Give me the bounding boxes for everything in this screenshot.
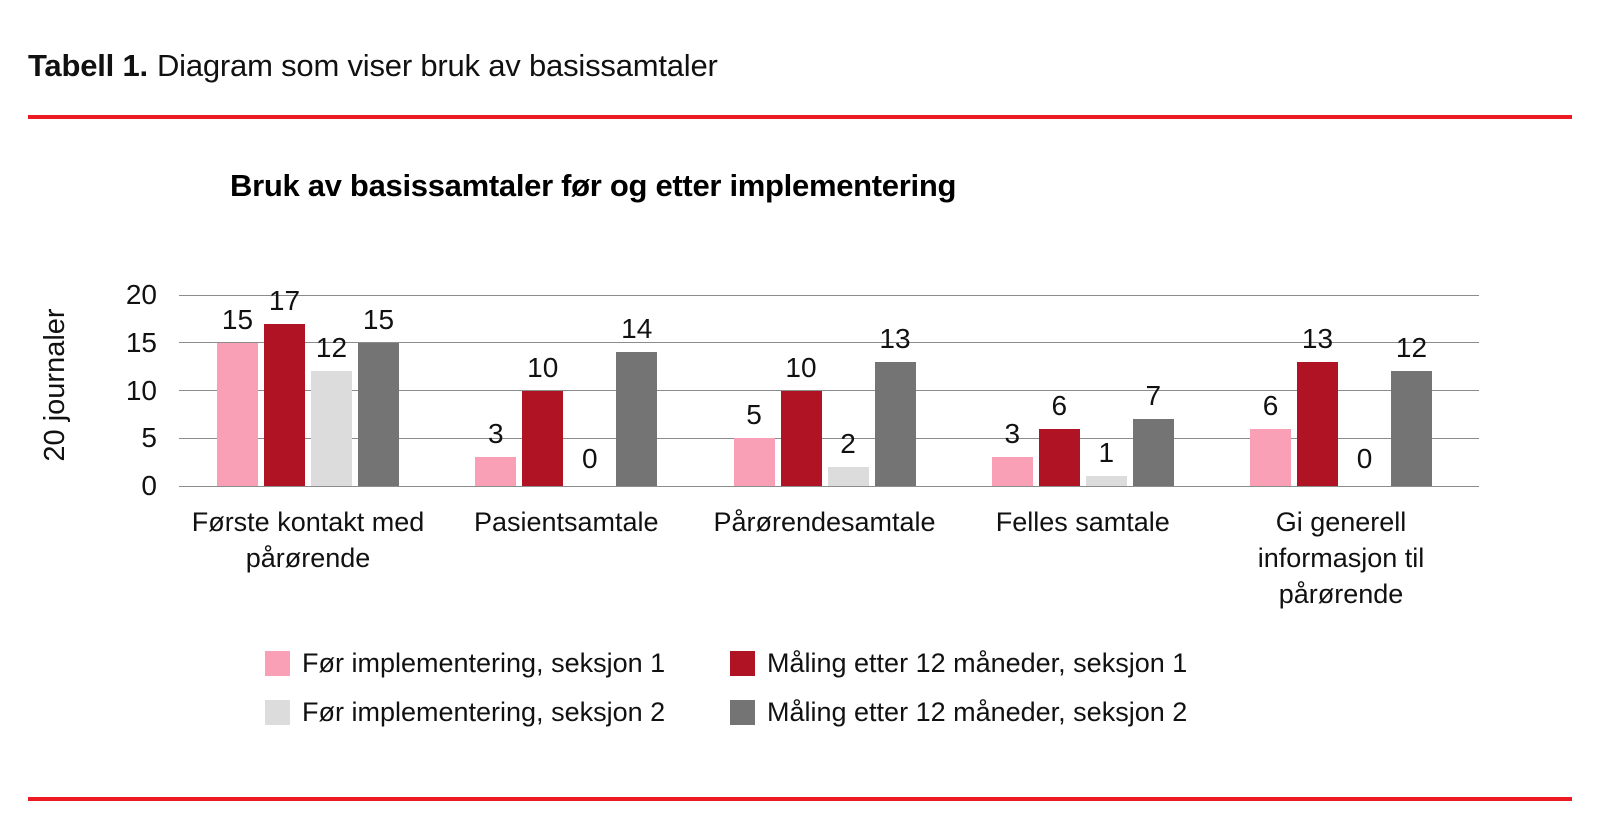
bar-value-label: 10 bbox=[527, 351, 559, 383]
bar bbox=[358, 342, 399, 486]
category-label-line: informasjon til bbox=[1257, 543, 1425, 573]
bar bbox=[264, 323, 305, 486]
category-label-line: Pårørendesamtale bbox=[713, 507, 936, 537]
gridline bbox=[179, 342, 1479, 344]
bar-value-label: 12 bbox=[1395, 332, 1428, 364]
bar-value-label: 5 bbox=[746, 399, 762, 431]
bar bbox=[1132, 419, 1174, 486]
bar-value-label: 13 bbox=[1301, 322, 1334, 354]
legend-swatch bbox=[730, 700, 755, 725]
bar-value-label: 15 bbox=[362, 303, 395, 335]
legend-swatch bbox=[265, 700, 290, 725]
gridline bbox=[179, 485, 1479, 487]
category-label: Felles samtale bbox=[933, 504, 1233, 540]
bar bbox=[522, 390, 564, 486]
bar bbox=[475, 457, 517, 486]
y-tick-label: 15 bbox=[125, 326, 157, 358]
category-label: Pårørendesamtale bbox=[675, 504, 975, 540]
bar bbox=[827, 466, 869, 486]
bar bbox=[311, 371, 352, 486]
legend: Før implementering, seksjon 1 Måling ette… bbox=[265, 648, 1188, 727]
category-label-line: pårørende bbox=[1278, 579, 1404, 609]
chart-title: Bruk av basissamtaler før og etter imple… bbox=[230, 168, 957, 203]
gridline bbox=[179, 294, 1479, 296]
category-label-line: Pasientsamtale bbox=[473, 507, 659, 537]
bar-group: 3 10 0 14 bbox=[475, 295, 658, 486]
bar-value-label: 6 bbox=[1051, 389, 1068, 421]
bar bbox=[1297, 361, 1338, 486]
bar-value-label: 14 bbox=[621, 313, 653, 345]
gridline bbox=[179, 437, 1479, 439]
category-label-line: pårørende bbox=[245, 543, 371, 573]
bar-value-label: 13 bbox=[879, 322, 911, 354]
bar-value-label: 7 bbox=[1145, 380, 1162, 412]
category-label: Første kontakt med pårørende bbox=[158, 504, 458, 576]
y-tick-label: 0 bbox=[141, 470, 157, 501]
bar-group: 6 13 0 12 bbox=[1250, 295, 1432, 486]
bar-value-label: 12 bbox=[315, 332, 348, 364]
bar-value-label: 3 bbox=[1004, 418, 1021, 450]
bar-value-label: 15 bbox=[221, 303, 254, 335]
bar bbox=[874, 361, 916, 486]
y-tick-label: 5 bbox=[141, 422, 157, 454]
category-label-line: Felles samtale bbox=[995, 507, 1170, 537]
bar bbox=[217, 342, 258, 486]
legend-item: Måling etter 12 måneder, seksjon 1 bbox=[730, 648, 1188, 678]
bar bbox=[1250, 428, 1291, 486]
bar-value-label: 1 bbox=[1098, 437, 1115, 469]
top-red-rule bbox=[28, 115, 1572, 119]
bar-value-label: 0 bbox=[581, 443, 598, 474]
y-tick-label: 20 bbox=[125, 279, 157, 310]
bar bbox=[1085, 476, 1127, 486]
bar bbox=[1038, 428, 1080, 486]
category-label: Pasientsamtale bbox=[416, 504, 716, 540]
bar-value-label: 3 bbox=[487, 418, 504, 450]
bar-value-label: 10 bbox=[785, 351, 817, 383]
legend-swatch bbox=[730, 651, 755, 676]
bar bbox=[733, 438, 775, 486]
bar-group: 15 17 12 15 bbox=[217, 285, 399, 486]
gridline bbox=[179, 390, 1479, 391]
category-label-line: Første kontakt med bbox=[191, 507, 425, 537]
bar-value-label: 2 bbox=[840, 427, 856, 459]
legend-label: Måling etter 12 måneder, seksjon 1 bbox=[767, 648, 1188, 678]
legend-item: Før implementering, seksjon 1 bbox=[265, 648, 730, 678]
legend-label: Måling etter 12 måneder, seksjon 2 bbox=[767, 697, 1188, 727]
legend-label: Før implementering, seksjon 2 bbox=[302, 697, 666, 727]
bar bbox=[991, 457, 1033, 486]
document-caption: Tabell 1. Diagram som viser bruk av basis… bbox=[28, 48, 718, 84]
plot-area bbox=[179, 294, 1479, 487]
legend-item: Måling etter 12 måneder, seksjon 2 bbox=[730, 697, 1188, 727]
bar-group: 5 10 2 13 bbox=[733, 295, 916, 486]
bar bbox=[780, 390, 822, 486]
bar bbox=[616, 352, 658, 486]
legend-swatch bbox=[265, 651, 290, 676]
bottom-red-rule bbox=[28, 797, 1572, 801]
caption-prefix: Tabell 1. bbox=[28, 48, 148, 83]
legend-label: Før implementering, seksjon 1 bbox=[302, 648, 666, 678]
caption-text: Diagram som viser bruk av basissamtaler bbox=[156, 48, 718, 83]
y-tick-label: 10 bbox=[125, 374, 157, 406]
category-label-line: Gi generell bbox=[1275, 507, 1407, 537]
bar-value-label: 17 bbox=[268, 284, 301, 316]
bar-value-label: 6 bbox=[1262, 389, 1279, 421]
bar bbox=[1391, 371, 1432, 486]
category-label: Gi generell informasjon til pårørende bbox=[1191, 504, 1491, 612]
legend-item: Før implementering, seksjon 2 bbox=[265, 697, 730, 727]
bar-value-label: 0 bbox=[1356, 443, 1373, 474]
